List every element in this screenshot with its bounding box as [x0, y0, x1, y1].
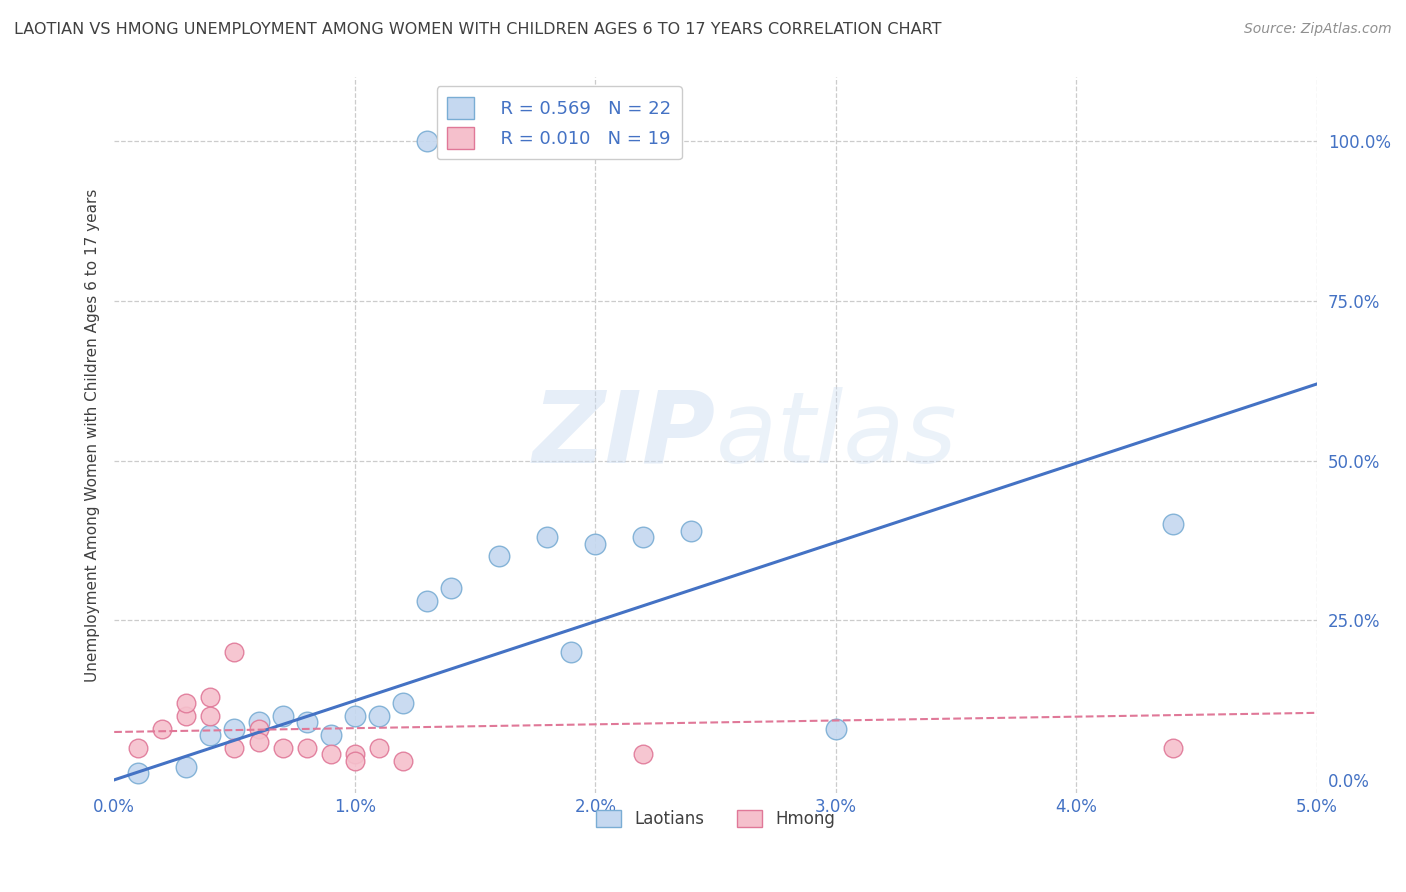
Point [127, 766, 149, 780]
Point [416, 134, 439, 148]
Point [343, 754, 366, 768]
Y-axis label: Unemployment Among Women with Children Ages 6 to 17 years: Unemployment Among Women with Children A… [86, 188, 100, 681]
Point [295, 741, 318, 756]
Point [681, 524, 703, 538]
Point [560, 645, 582, 659]
Point [200, 709, 222, 723]
Point [127, 741, 149, 756]
Point [1161, 517, 1184, 532]
Point [150, 722, 173, 736]
Point [224, 722, 246, 736]
Legend: Laotians, Hmong: Laotians, Hmong [589, 803, 842, 834]
Point [319, 728, 342, 742]
Point [633, 530, 655, 544]
Point [295, 715, 318, 730]
Text: LAOTIAN VS HMONG UNEMPLOYMENT AMONG WOMEN WITH CHILDREN AGES 6 TO 17 YEARS CORRE: LAOTIAN VS HMONG UNEMPLOYMENT AMONG WOME… [14, 22, 942, 37]
Point [367, 741, 389, 756]
Point [392, 754, 415, 768]
Text: atlas: atlas [716, 386, 957, 483]
Point [271, 709, 294, 723]
Point [176, 696, 198, 710]
Point [176, 760, 198, 774]
Point [488, 549, 510, 564]
Point [271, 741, 294, 756]
Point [392, 696, 415, 710]
Point [319, 747, 342, 762]
Point [224, 741, 246, 756]
Point [343, 709, 366, 723]
Point [1161, 741, 1184, 756]
Point [633, 747, 655, 762]
Point [440, 582, 463, 596]
Text: Source: ZipAtlas.com: Source: ZipAtlas.com [1244, 22, 1392, 37]
Point [200, 728, 222, 742]
Point [536, 530, 558, 544]
Point [176, 709, 198, 723]
Point [367, 709, 389, 723]
Point [200, 690, 222, 704]
Point [416, 594, 439, 608]
Point [224, 645, 246, 659]
Point [247, 734, 270, 748]
Point [247, 715, 270, 730]
Point [583, 536, 606, 550]
Point [343, 747, 366, 762]
Text: ZIP: ZIP [533, 386, 716, 483]
Point [247, 722, 270, 736]
Point [824, 722, 846, 736]
